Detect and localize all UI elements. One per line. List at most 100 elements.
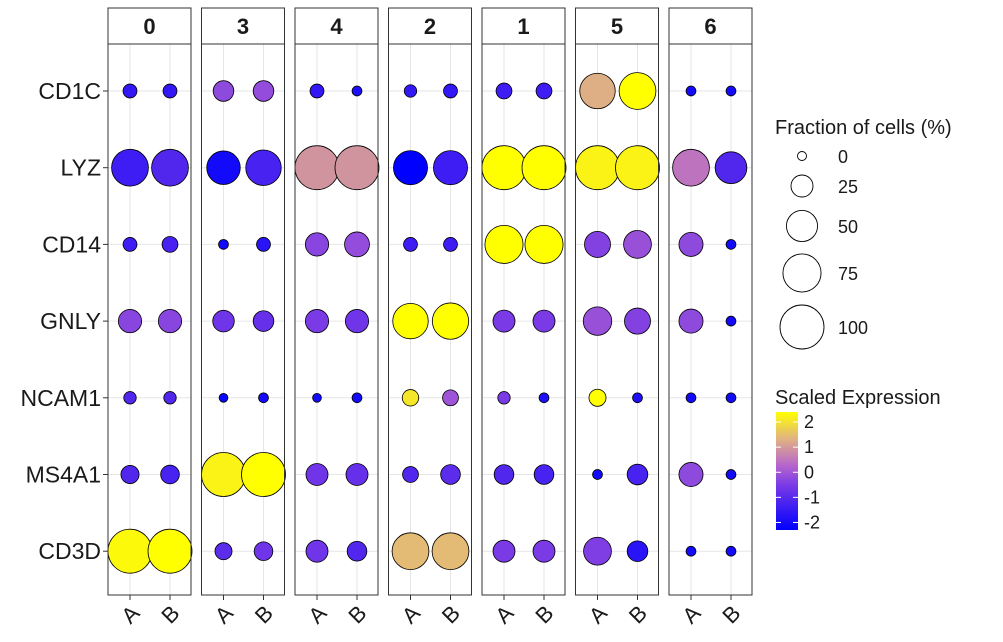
dot-MS4A1-6-A (678, 462, 704, 487)
dot-NCAM1-5-A (588, 388, 607, 407)
color-legend-label: 1 (804, 437, 814, 457)
dot-CD14-6-A (678, 231, 704, 257)
dot-NCAM1-6-B (725, 392, 737, 404)
facet-strip (575, 7, 659, 45)
color-legend-label: -2 (804, 512, 820, 532)
size-legend-key (782, 253, 822, 293)
dot-LYZ-1-B (521, 145, 567, 191)
dot-GNLY-5-A (582, 306, 613, 336)
x-tick-label: B (250, 600, 278, 628)
dot-GNLY-0-B (157, 309, 183, 334)
dot-CD1C-4-A (309, 83, 325, 99)
dot-MS4A1-1-B (533, 464, 555, 485)
dot-CD3D-4-A (305, 539, 329, 563)
x-tick-label: A (303, 600, 331, 628)
dot-LYZ-6-A (672, 148, 710, 187)
dot-CD3D-6-A (685, 545, 697, 557)
facet-strip (107, 7, 192, 45)
dot-CD1C-1-A (495, 82, 513, 100)
dot-CD3D-3-A (214, 542, 233, 561)
dot-MS4A1-0-B (160, 464, 180, 485)
size-legend: Fraction of cells (%) 0 25 50 75 100 (775, 117, 952, 350)
dot-CD3D-0-A (107, 528, 153, 574)
dot-CD14-6-B (725, 239, 737, 250)
dot-LYZ-4-B (334, 145, 380, 191)
x-tick-label: B (156, 600, 184, 628)
dot-LYZ-3-B (245, 149, 282, 186)
dot-CD3D-5-B (626, 540, 649, 562)
size-legend-key (797, 151, 807, 161)
dot-CD1C-1-B (535, 82, 553, 100)
dot-CD14-5-B (623, 230, 652, 259)
dot-CD1C-5-B (618, 72, 657, 110)
gene-label: LYZ (61, 155, 101, 181)
dot-CD14-2-B (443, 237, 458, 252)
facet-strip (481, 7, 566, 45)
dot-GNLY-5-B (624, 307, 651, 335)
dot-GNLY-6-A (678, 308, 704, 334)
dot-CD3D-2-A (391, 532, 430, 571)
x-tick-label: B (437, 600, 465, 628)
dot-CD14-0-B (161, 236, 179, 253)
dot-CD1C-4-B (351, 85, 363, 97)
dot-LYZ-3-A (206, 150, 241, 185)
dot-NCAM1-3-A (218, 392, 229, 403)
dot-NCAM1-5-B (632, 392, 643, 404)
color-legend-label: 2 (804, 412, 814, 432)
dot-LYZ-5-A (575, 145, 620, 191)
dot-CD1C-5-A (579, 72, 616, 110)
dot-CD3D-2-B (431, 532, 470, 571)
dot-MS4A1-3-B (241, 452, 286, 497)
facet-strip (201, 7, 285, 45)
dot-GNLY-2-B (431, 302, 470, 340)
dot-CD3D-6-B (725, 545, 737, 557)
dot-MS4A1-4-A (305, 463, 329, 486)
gene-label: CD1C (38, 78, 101, 104)
dot-LYZ-0-B (151, 148, 189, 187)
size-legend-label: 25 (838, 177, 858, 197)
dot-GNLY-2-A (392, 302, 429, 340)
dot-NCAM1-1-B (538, 392, 550, 404)
dot-CD1C-0-B (162, 83, 178, 99)
dot-MS4A1-2-A (402, 466, 419, 483)
dot-CD3D-5-A (583, 536, 612, 566)
dot-LYZ-1-A (481, 145, 527, 191)
dot-CD1C-3-A (212, 80, 235, 102)
size-legend-key (790, 174, 814, 198)
dot-LYZ-2-A (393, 150, 428, 186)
facet-strip-label: 3 (237, 14, 249, 39)
dot-LYZ-4-A (294, 145, 340, 191)
dot-LYZ-6-B (714, 151, 748, 184)
facet-strip-label: 6 (704, 14, 716, 39)
color-legend: Scaled Expression 2 1 0 -1 -2 (775, 387, 941, 532)
size-legend-label: 100 (838, 318, 868, 338)
x-tick-label: A (397, 600, 425, 628)
dot-MS4A1-5-B (626, 463, 649, 486)
dot-MS4A1-4-B (345, 463, 369, 486)
color-legend-label: -1 (804, 487, 820, 507)
dot-MS4A1-2-B (440, 464, 461, 485)
facet-strip-label: 2 (424, 14, 436, 39)
facet-strip (668, 7, 753, 45)
dot-MS4A1-0-A (120, 465, 140, 484)
dot-GNLY-4-B (344, 309, 370, 334)
color-legend-label: 0 (804, 462, 814, 482)
dot-GNLY-4-A (304, 309, 330, 334)
dot-MS4A1-1-A (493, 464, 515, 485)
x-tick-label: A (210, 600, 238, 628)
dot-CD14-2-A (403, 237, 418, 252)
dot-CD3D-1-B (532, 539, 556, 563)
dot-CD14-4-A (304, 232, 330, 257)
dot-CD1C-2-A (403, 84, 418, 98)
color-legend-title: Scaled Expression (775, 387, 941, 409)
dot-CD1C-6-A (685, 85, 697, 97)
dot-CD1C-0-A (122, 83, 138, 99)
x-tick-label: B (343, 600, 371, 628)
dot-CD14-5-A (584, 230, 611, 258)
dot-NCAM1-4-B (351, 392, 363, 404)
gene-label: GNLY (40, 308, 101, 334)
gene-label: MS4A1 (26, 462, 101, 488)
facet-strip-label: 1 (517, 14, 529, 39)
dot-LYZ-0-A (111, 148, 149, 187)
